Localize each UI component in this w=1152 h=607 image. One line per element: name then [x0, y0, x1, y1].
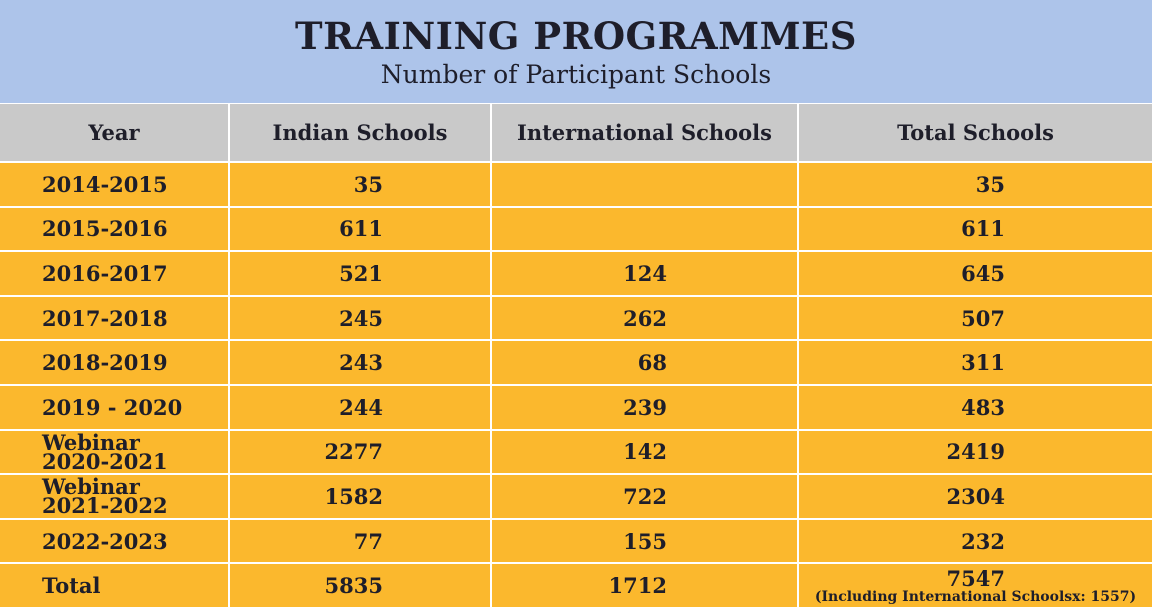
year-cell: 2019 - 2020: [0, 385, 228, 429]
number-cell: 2277: [230, 430, 490, 474]
number-cell: 611: [230, 207, 490, 251]
total-cell: 5835: [230, 564, 490, 607]
total-cell: 1712: [492, 564, 797, 607]
table: Year Indian Schools International Schools T…: [0, 104, 1152, 607]
number-cell: 1582: [230, 475, 490, 518]
number-cell: 232: [799, 519, 1152, 563]
number-cell: 507: [799, 296, 1152, 340]
total-note: (Including International Schoolsx: 1557): [814, 588, 1137, 605]
number-cell: 35: [230, 163, 490, 206]
number-cell: 722: [492, 475, 797, 518]
number-cell: [492, 163, 797, 206]
year-cell: 2022-2023: [0, 519, 228, 563]
number-cell: 521: [230, 252, 490, 295]
year-cell: 2015-2016: [0, 207, 228, 251]
number-cell: 239: [492, 385, 797, 429]
total-cell: 7547 (Including International Schoolsx: 1…: [799, 564, 1152, 607]
number-cell: [492, 207, 797, 251]
number-cell: 244: [230, 385, 490, 429]
year-cell: 2016-2017: [0, 252, 228, 295]
year-cell: 2018-2019: [0, 341, 228, 384]
number-cell: 2419: [799, 430, 1152, 474]
number-cell: 645: [799, 252, 1152, 295]
year-cell: Webinar 2020-2021: [0, 430, 228, 474]
number-cell: 311: [799, 341, 1152, 384]
number-cell: 483: [799, 385, 1152, 429]
number-cell: 611: [799, 207, 1152, 251]
column-header: Total Schools: [799, 104, 1152, 161]
year-cell: 2014-2015: [0, 163, 228, 206]
number-cell: 124: [492, 252, 797, 295]
column-header: Indian Schools: [230, 104, 490, 161]
banner: TRAINING PROGRAMMES Number of Participan…: [0, 0, 1152, 103]
column-header: International Schools: [492, 104, 797, 161]
number-cell: 35: [799, 163, 1152, 206]
number-cell: 77: [230, 519, 490, 563]
total-label: Total: [0, 564, 228, 607]
column-header: Year: [0, 104, 228, 161]
number-cell: 243: [230, 341, 490, 384]
year-cell: 2017-2018: [0, 296, 228, 340]
number-cell: 142: [492, 430, 797, 474]
number-cell: 2304: [799, 475, 1152, 518]
number-cell: 262: [492, 296, 797, 340]
subtitle: Number of Participant Schools: [380, 60, 772, 89]
number-cell: 68: [492, 341, 797, 384]
year-cell: Webinar 2021-2022: [0, 475, 228, 518]
total-value: 7547: [946, 566, 1005, 592]
number-cell: 245: [230, 296, 490, 340]
number-cell: 155: [492, 519, 797, 563]
title: TRAINING PROGRAMMES: [295, 14, 857, 58]
